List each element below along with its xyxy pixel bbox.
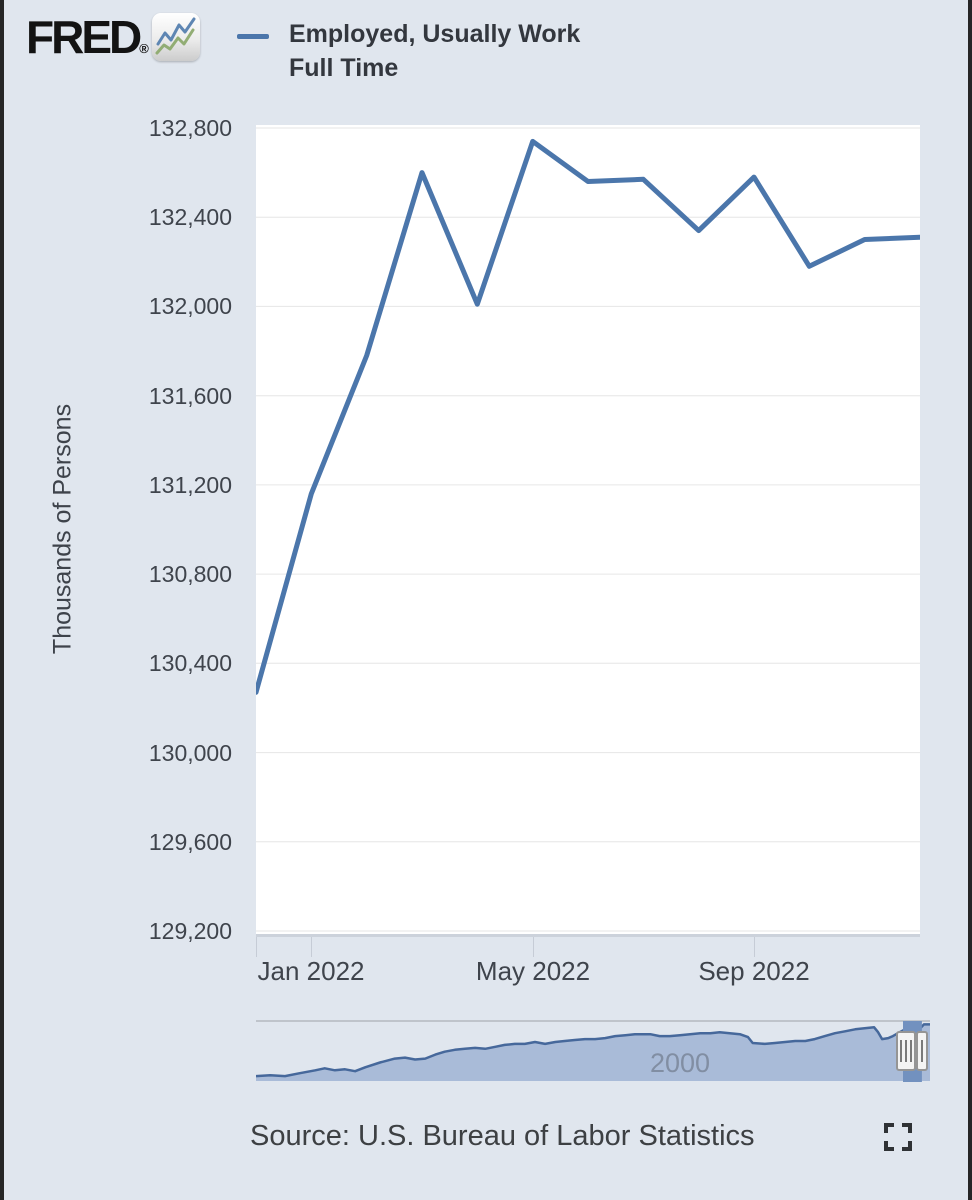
range-selector-navigator[interactable]: 2000 xyxy=(255,1020,930,1082)
fullscreen-button[interactable] xyxy=(884,1123,912,1151)
navigator-chart[interactable] xyxy=(255,1020,930,1082)
fred-chart-icon-graphic xyxy=(155,17,196,55)
fullscreen-icon xyxy=(902,1141,912,1151)
navigator-series-line xyxy=(255,1022,930,1078)
x-axis-tick-label: Sep 2022 xyxy=(698,956,810,986)
legend-label-line2: Full Time xyxy=(289,54,399,82)
x-axis-tick xyxy=(256,937,257,957)
fred-logo[interactable]: FRED® xyxy=(26,10,149,64)
x-axis-tick xyxy=(533,937,534,957)
source-attribution: Source: U.S. Bureau of Labor Statistics xyxy=(250,1120,755,1152)
y-axis-tick-label: 132,800 xyxy=(148,115,232,141)
registered-trademark: ® xyxy=(139,41,149,56)
handle-grip-line xyxy=(910,1040,912,1062)
y-axis-tick-label: 130,800 xyxy=(148,561,232,588)
y-axis-tick-label: 131,200 xyxy=(148,471,232,498)
series-line[interactable] xyxy=(256,138,920,695)
y-axis-tick-label: 129,600 xyxy=(148,828,232,855)
y-axis-tick-label: 132,000 xyxy=(148,293,232,320)
window-left-border xyxy=(0,0,4,1200)
main-chart[interactable] xyxy=(256,125,920,934)
legend-series-label[interactable]: Employed, Usually Work Full Time xyxy=(289,17,580,85)
navigator-era-label: 2000 xyxy=(649,1048,711,1078)
y-axis-tick-labels: 129,200 129,600 130,000 130,400 130,800 131,2… xyxy=(80,115,232,944)
navigator-area[interactable] xyxy=(256,1023,930,1082)
fullscreen-icon xyxy=(884,1123,894,1133)
fullscreen-icon xyxy=(902,1123,912,1133)
handle-grip-line xyxy=(905,1040,907,1062)
y-axis-title: Thousands of Persons xyxy=(48,403,77,655)
navigator-right-handle[interactable] xyxy=(916,1031,928,1071)
y-axis-tick-label: 132,400 xyxy=(148,204,232,231)
y-axis-tick-label: 130,000 xyxy=(148,739,232,766)
legend-label-line1: Employed, Usually Work xyxy=(289,20,581,48)
x-axis-tick-label: Jan 2022 xyxy=(257,956,365,986)
y-axis-tick-label: 129,200 xyxy=(148,918,232,944)
y-axis-tick-label: 131,600 xyxy=(148,382,232,409)
legend-line-swatch xyxy=(237,34,269,39)
handle-grip-line xyxy=(921,1040,923,1062)
fullscreen-icon xyxy=(884,1141,894,1151)
fred-logo-text: FRED xyxy=(26,11,142,63)
y-axis-tick-label: 130,400 xyxy=(148,650,232,677)
x-axis-tick xyxy=(311,937,312,957)
fred-chart-icon xyxy=(152,13,200,61)
x-axis-tick-label: May 2022 xyxy=(475,956,591,986)
handle-grip-line xyxy=(900,1040,902,1062)
x-axis-tick xyxy=(754,937,755,957)
navigator-left-handle[interactable] xyxy=(896,1031,916,1071)
window-right-border xyxy=(968,0,972,1200)
plot-area[interactable] xyxy=(256,125,920,937)
